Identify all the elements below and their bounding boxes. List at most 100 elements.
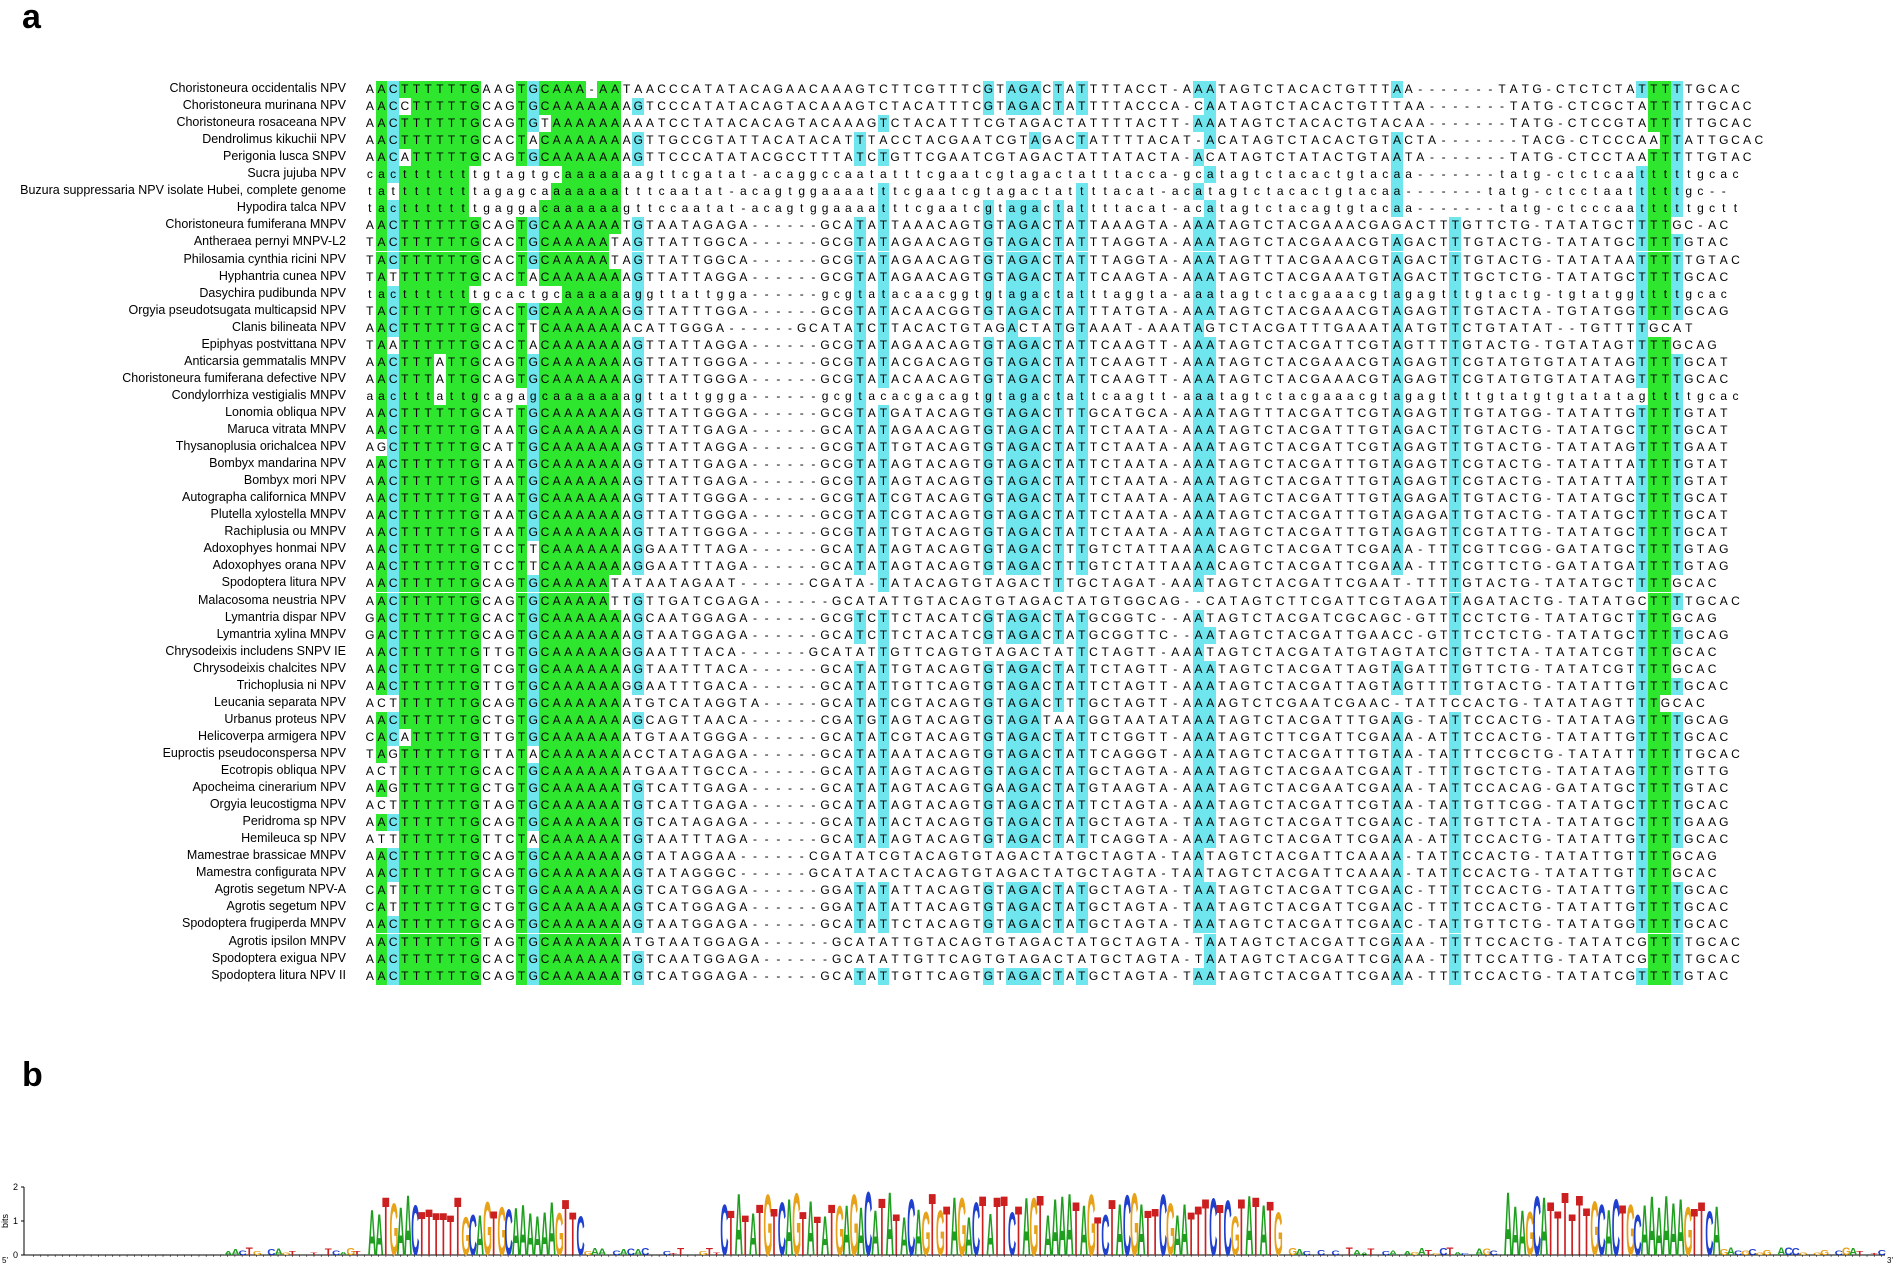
logo-letter: C: [411, 1191, 419, 1267]
logo-letter: A: [1044, 1204, 1052, 1267]
alignment-row: Dasychira pudibunda NPV t a c t t t t t t t g c a c t g c…: [0, 285, 1900, 303]
logo-letter: T: [1195, 1191, 1202, 1267]
sequence-name: Autographa californica MNPV: [182, 490, 346, 505]
logo-letter: G: [957, 1182, 966, 1267]
logo-letter: A: [598, 1248, 607, 1258]
logo-letter: A: [749, 1202, 757, 1267]
sequence-logo: 0 1 2 bits 5' 3' A A C T G C A G T T T C A G T A A T G A A C T T T T T T G…: [0, 1170, 1900, 1267]
sequence-name: Plutella xylostella MNPV: [210, 507, 346, 522]
logo-letter: C: [907, 1184, 915, 1267]
sequence-name: Ecotropis obliqua NPV: [220, 763, 346, 777]
logo-letter: A: [512, 1195, 520, 1267]
logo-letter: A: [1080, 1189, 1088, 1267]
logo-letter: C: [641, 1246, 649, 1257]
logo-letter: T: [1871, 1252, 1879, 1255]
logo-letter: A: [1360, 1252, 1368, 1256]
logo-letter: A: [1454, 1251, 1463, 1256]
logo-letter: G: [253, 1250, 262, 1256]
logo-letter: T: [1425, 1249, 1432, 1257]
logo-letter: T: [354, 1250, 362, 1256]
alignment-row: Autographa californica MNPV A A C T T T T T T G T A A…: [0, 489, 1900, 508]
logo-letter: A: [965, 1207, 973, 1267]
logo-letter: T: [1073, 1186, 1080, 1267]
logo-letter: C: [720, 1189, 728, 1267]
sequence-name: Leucania separata NPV: [213, 694, 346, 709]
logo-letter: C: [1123, 1178, 1131, 1267]
sequence-name: Choristoneura fumiferana defective NPV: [122, 370, 346, 385]
logo-letter: T: [1576, 1178, 1583, 1267]
alignment-row: Anticarsia gemmatalis MNPV A A C T T T A T T G C A G T…: [0, 353, 1900, 371]
logo-letter: G: [346, 1247, 355, 1258]
logo-letter: C: [1784, 1246, 1792, 1258]
sequence-name: Philosamia cynthia ricini NPV: [183, 251, 346, 266]
logo-letter: T: [742, 1204, 749, 1267]
alignment-row: Bombyx mori NPV A A C T T T T T T G T A A T G C A A A A A A A G T…: [0, 472, 1900, 491]
sequence-name: Anticarsia gemmatalis MNPV: [184, 353, 346, 368]
logo-letter: G: [483, 1186, 492, 1267]
alignment-row: Perigonia lusca SNPV A A C A T T T T T G C A G T G C A A A A…: [0, 148, 1900, 167]
sequence-name: Choristoneura fumiferana MNPV: [165, 217, 346, 232]
logo-letter: T: [756, 1189, 763, 1267]
logo-letter: A: [1648, 1178, 1656, 1267]
alignment-row: Adoxophyes orana NPV A A C T T T T T T G T C C T T C A A A A…: [0, 557, 1900, 576]
logo-letter: A: [476, 1204, 484, 1267]
logo-letter: T: [447, 1204, 454, 1267]
sequence-name: Choristoneura rosaceana NPV: [176, 115, 346, 130]
sequence-name: Apocheima cinerarium NPV: [192, 780, 346, 795]
logo-letter: T: [1202, 1184, 1209, 1267]
logo-letter: G: [835, 1191, 844, 1267]
sequence-name: Sucra jujuba NPV: [247, 166, 346, 181]
logo-letter: T: [418, 1198, 425, 1267]
logo-letter: T: [1856, 1250, 1864, 1256]
alignment-row: Lymantria dispar NPV G A C T T T T T T G C A C T G C A A A A…: [0, 609, 1900, 627]
logo-letter: A: [1180, 1191, 1188, 1267]
logo-letter: C: [1533, 1179, 1541, 1267]
alignment-row: Orgyia leucostigma NPV A C T T T T T T T G T A G T G C A A…: [0, 796, 1900, 815]
alignment-row: Maruca vitrata MNPV A A C T T T T T T G T A A T G C A A A A A…: [0, 421, 1900, 439]
logo-letter: A: [1605, 1197, 1613, 1267]
sequence-name: Helicoverpa armigera NPV: [198, 728, 346, 743]
logo-letter: G: [1813, 1252, 1822, 1256]
sequence-name: Chrysodeixis chalcites NPV: [193, 660, 346, 675]
logo-letter: T: [1267, 1185, 1274, 1267]
logo-letter: G: [584, 1250, 593, 1256]
logo-letter: A: [1353, 1249, 1361, 1257]
logo-letter: A: [1058, 1178, 1066, 1267]
sequence-name: Hyphantria cunea NPV: [218, 268, 346, 283]
sequence-name: Spodoptera frugiperda MNPV: [182, 916, 346, 931]
logo-letter: C: [1734, 1250, 1743, 1257]
alignment-row: Lonomia obliqua NPV A A C T T T T T T G C A T T G C A A A A A…: [0, 404, 1900, 422]
logo-letter: A: [339, 1251, 348, 1256]
logo-letter: A: [1712, 1192, 1720, 1267]
logo-letter: A: [375, 1202, 383, 1267]
sequence-name: Peridroma sp NPV: [242, 814, 346, 829]
sequence-name: Bombyx mori NPV: [243, 473, 346, 488]
logo-letter: G: [1410, 1251, 1419, 1256]
panel-label-a: a: [22, 0, 41, 36]
logo-letter: T: [382, 1179, 389, 1267]
alignment-row: Dendrolimus kikuchii NPV A A C T T T T T T G C A C T A C…: [0, 131, 1900, 150]
sequence-name: Dasychira pudibunda NPV: [199, 285, 346, 300]
logo-letter: T: [1561, 1174, 1568, 1267]
x-axis-end-label: 3': [1887, 1256, 1893, 1265]
logo-letter: A: [1669, 1189, 1677, 1267]
logo-letter: A: [368, 1197, 376, 1267]
logo-letter: T: [433, 1201, 440, 1267]
logo-letter: C: [1101, 1204, 1109, 1267]
logo-letter: G: [792, 1176, 801, 1267]
